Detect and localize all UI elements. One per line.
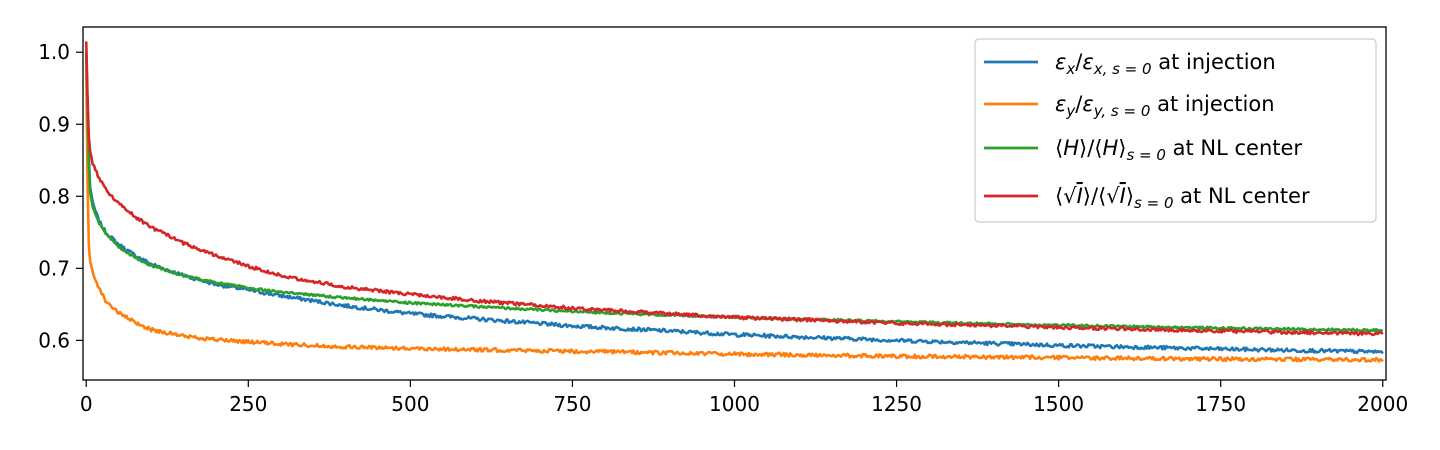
series-line-1 bbox=[84, 52, 1384, 355]
legend-label-part: I bbox=[1120, 184, 1126, 208]
legend-box bbox=[974, 38, 1377, 223]
legend-label-part: ⟩/⟨√ bbox=[1083, 184, 1120, 208]
x-tick-label: 250 bbox=[229, 392, 267, 416]
legend-label-part: ⟨√ bbox=[1055, 184, 1077, 208]
legend-label-part: x bbox=[1065, 60, 1075, 78]
legend-label-part: ε bbox=[1055, 50, 1066, 74]
legend-label-part: / bbox=[1075, 50, 1083, 74]
legend-label-part: I bbox=[1077, 184, 1083, 208]
legend-label-part: ε bbox=[1082, 50, 1093, 74]
legend-label: ⟨H⟩/⟨H⟩s = 0 at NL center bbox=[1055, 136, 1302, 164]
legend-label-part: s = 0 bbox=[1126, 146, 1165, 164]
series-line-2 bbox=[84, 66, 1384, 363]
legend-label-part: y, s = 0 bbox=[1093, 102, 1151, 120]
legend-label: εx/εx, s = 0 at injection bbox=[1055, 50, 1276, 78]
legend-label: ⟨√I⟩/⟨√I⟩s = 0 at NL center bbox=[1055, 184, 1310, 212]
x-tick-label: 1500 bbox=[1033, 392, 1084, 416]
legend-label-part: y bbox=[1065, 102, 1076, 120]
legend-label-part: ⟩ bbox=[1126, 184, 1134, 208]
legend-label-part: at NL center bbox=[1174, 184, 1310, 208]
legend-label-part: at injection bbox=[1150, 92, 1274, 116]
x-tick-label: 0 bbox=[80, 392, 93, 416]
x-tick-label: 2000 bbox=[1357, 392, 1408, 416]
legend-label-part: at injection bbox=[1152, 50, 1276, 74]
legend-label: εy/εy, s = 0 at injection bbox=[1055, 92, 1275, 120]
legend-label-part: s = 0 bbox=[1134, 194, 1173, 212]
legend-label-part: H bbox=[1063, 136, 1079, 160]
x-tick-label: 1250 bbox=[871, 392, 922, 416]
legend-label-part: ε bbox=[1055, 92, 1066, 116]
x-tick-label: 1750 bbox=[1195, 392, 1246, 416]
series-line-4 bbox=[84, 41, 1384, 337]
y-tick-label: 0.9 bbox=[38, 112, 70, 136]
x-tick-label: 1000 bbox=[709, 392, 760, 416]
legend-label-part: ε bbox=[1082, 92, 1093, 116]
series-lines bbox=[84, 41, 1384, 363]
x-axis: 0 250 500 750 1000 1250 1500 1750 2000 bbox=[80, 380, 1408, 416]
legend-label-part: H bbox=[1102, 136, 1118, 160]
legend-label-part: x, s = 0 bbox=[1093, 60, 1152, 78]
x-tick-label: 750 bbox=[553, 392, 591, 416]
legend-label-part: ⟨ bbox=[1055, 136, 1063, 160]
y-axis: 0.6 0.7 0.8 0.9 1.0 bbox=[38, 40, 83, 352]
legend-label-part: at NL center bbox=[1166, 136, 1302, 160]
legend-label-part: ⟩/⟨ bbox=[1079, 136, 1102, 160]
y-tick-label: 0.7 bbox=[38, 256, 70, 280]
y-tick-label: 1.0 bbox=[38, 40, 70, 64]
legend-label-part: ⟩ bbox=[1118, 136, 1126, 160]
y-tick-label: 0.6 bbox=[38, 328, 70, 352]
y-tick-label: 0.8 bbox=[38, 184, 70, 208]
x-tick-label: 500 bbox=[391, 392, 429, 416]
legend-label-part: / bbox=[1075, 92, 1083, 116]
